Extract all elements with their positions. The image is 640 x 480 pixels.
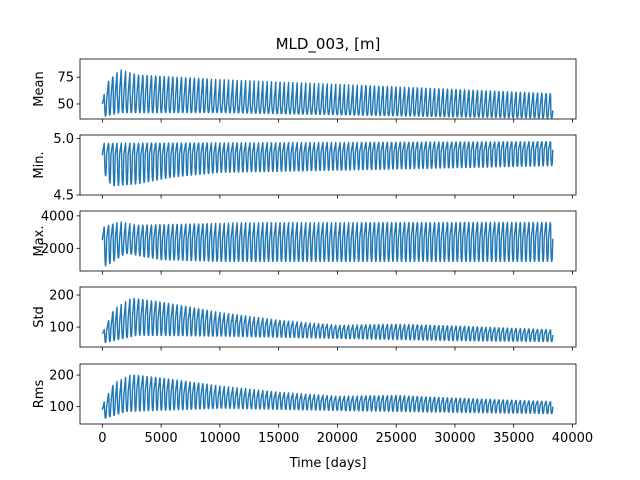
axes-frame-std bbox=[79, 286, 577, 348]
y-axis-label-max: Max. bbox=[32, 225, 47, 256]
chart-title: MLD_003, [m] bbox=[276, 35, 381, 54]
axes-frame-mean bbox=[79, 58, 577, 120]
y-tick-label-mean: 50 bbox=[57, 98, 74, 113]
y-tick-label-min: 4.5 bbox=[53, 189, 74, 204]
x-axis-label: Time [days] bbox=[289, 456, 367, 471]
y-tick-label-min: 5.0 bbox=[53, 132, 74, 147]
y-tick-label-std: 100 bbox=[49, 321, 74, 336]
series-line-std bbox=[101, 297, 554, 344]
y-tick-label-rms: 100 bbox=[49, 400, 74, 415]
x-tick-label: 35000 bbox=[493, 431, 534, 446]
x-tick-label: 20000 bbox=[317, 431, 358, 446]
axes-frame-rms bbox=[79, 363, 577, 425]
series-line-min bbox=[101, 140, 554, 187]
y-axis-label-rms: Rms bbox=[32, 380, 47, 409]
y-axis-label-mean: Mean bbox=[32, 71, 47, 106]
x-tick-label: 15000 bbox=[258, 431, 299, 446]
panel-mean: 50 75 Mean bbox=[32, 58, 577, 123]
y-axis-label-std: Std bbox=[32, 306, 47, 328]
x-tick-label: 40000 bbox=[552, 431, 593, 446]
x-tick-label: 25000 bbox=[375, 431, 416, 446]
y-tick-label-mean: 75 bbox=[57, 71, 74, 86]
x-tick-label: 10000 bbox=[199, 431, 240, 446]
series-line-mean bbox=[101, 69, 554, 119]
y-tick-label-rms: 200 bbox=[49, 369, 74, 384]
y-axis-label-min: Min. bbox=[32, 151, 47, 178]
x-tick-label: 0 bbox=[98, 431, 106, 446]
x-tick-label: 5000 bbox=[145, 431, 178, 446]
x-tick-label: 30000 bbox=[434, 431, 475, 446]
y-tick-label-max: 4000 bbox=[41, 209, 74, 224]
subplots: 5075Mean4.55.0Min.20004000Max.100200Std1… bbox=[32, 58, 593, 446]
axes-frame-max bbox=[79, 210, 577, 272]
series-line-max bbox=[101, 221, 554, 267]
y-tick-label-max: 2000 bbox=[41, 242, 74, 257]
axes-frame-min bbox=[79, 134, 577, 196]
series-line-rms bbox=[101, 374, 554, 419]
y-tick-label-std: 200 bbox=[49, 289, 74, 304]
panel-min: 4.5 5.0 Min. bbox=[32, 132, 577, 204]
